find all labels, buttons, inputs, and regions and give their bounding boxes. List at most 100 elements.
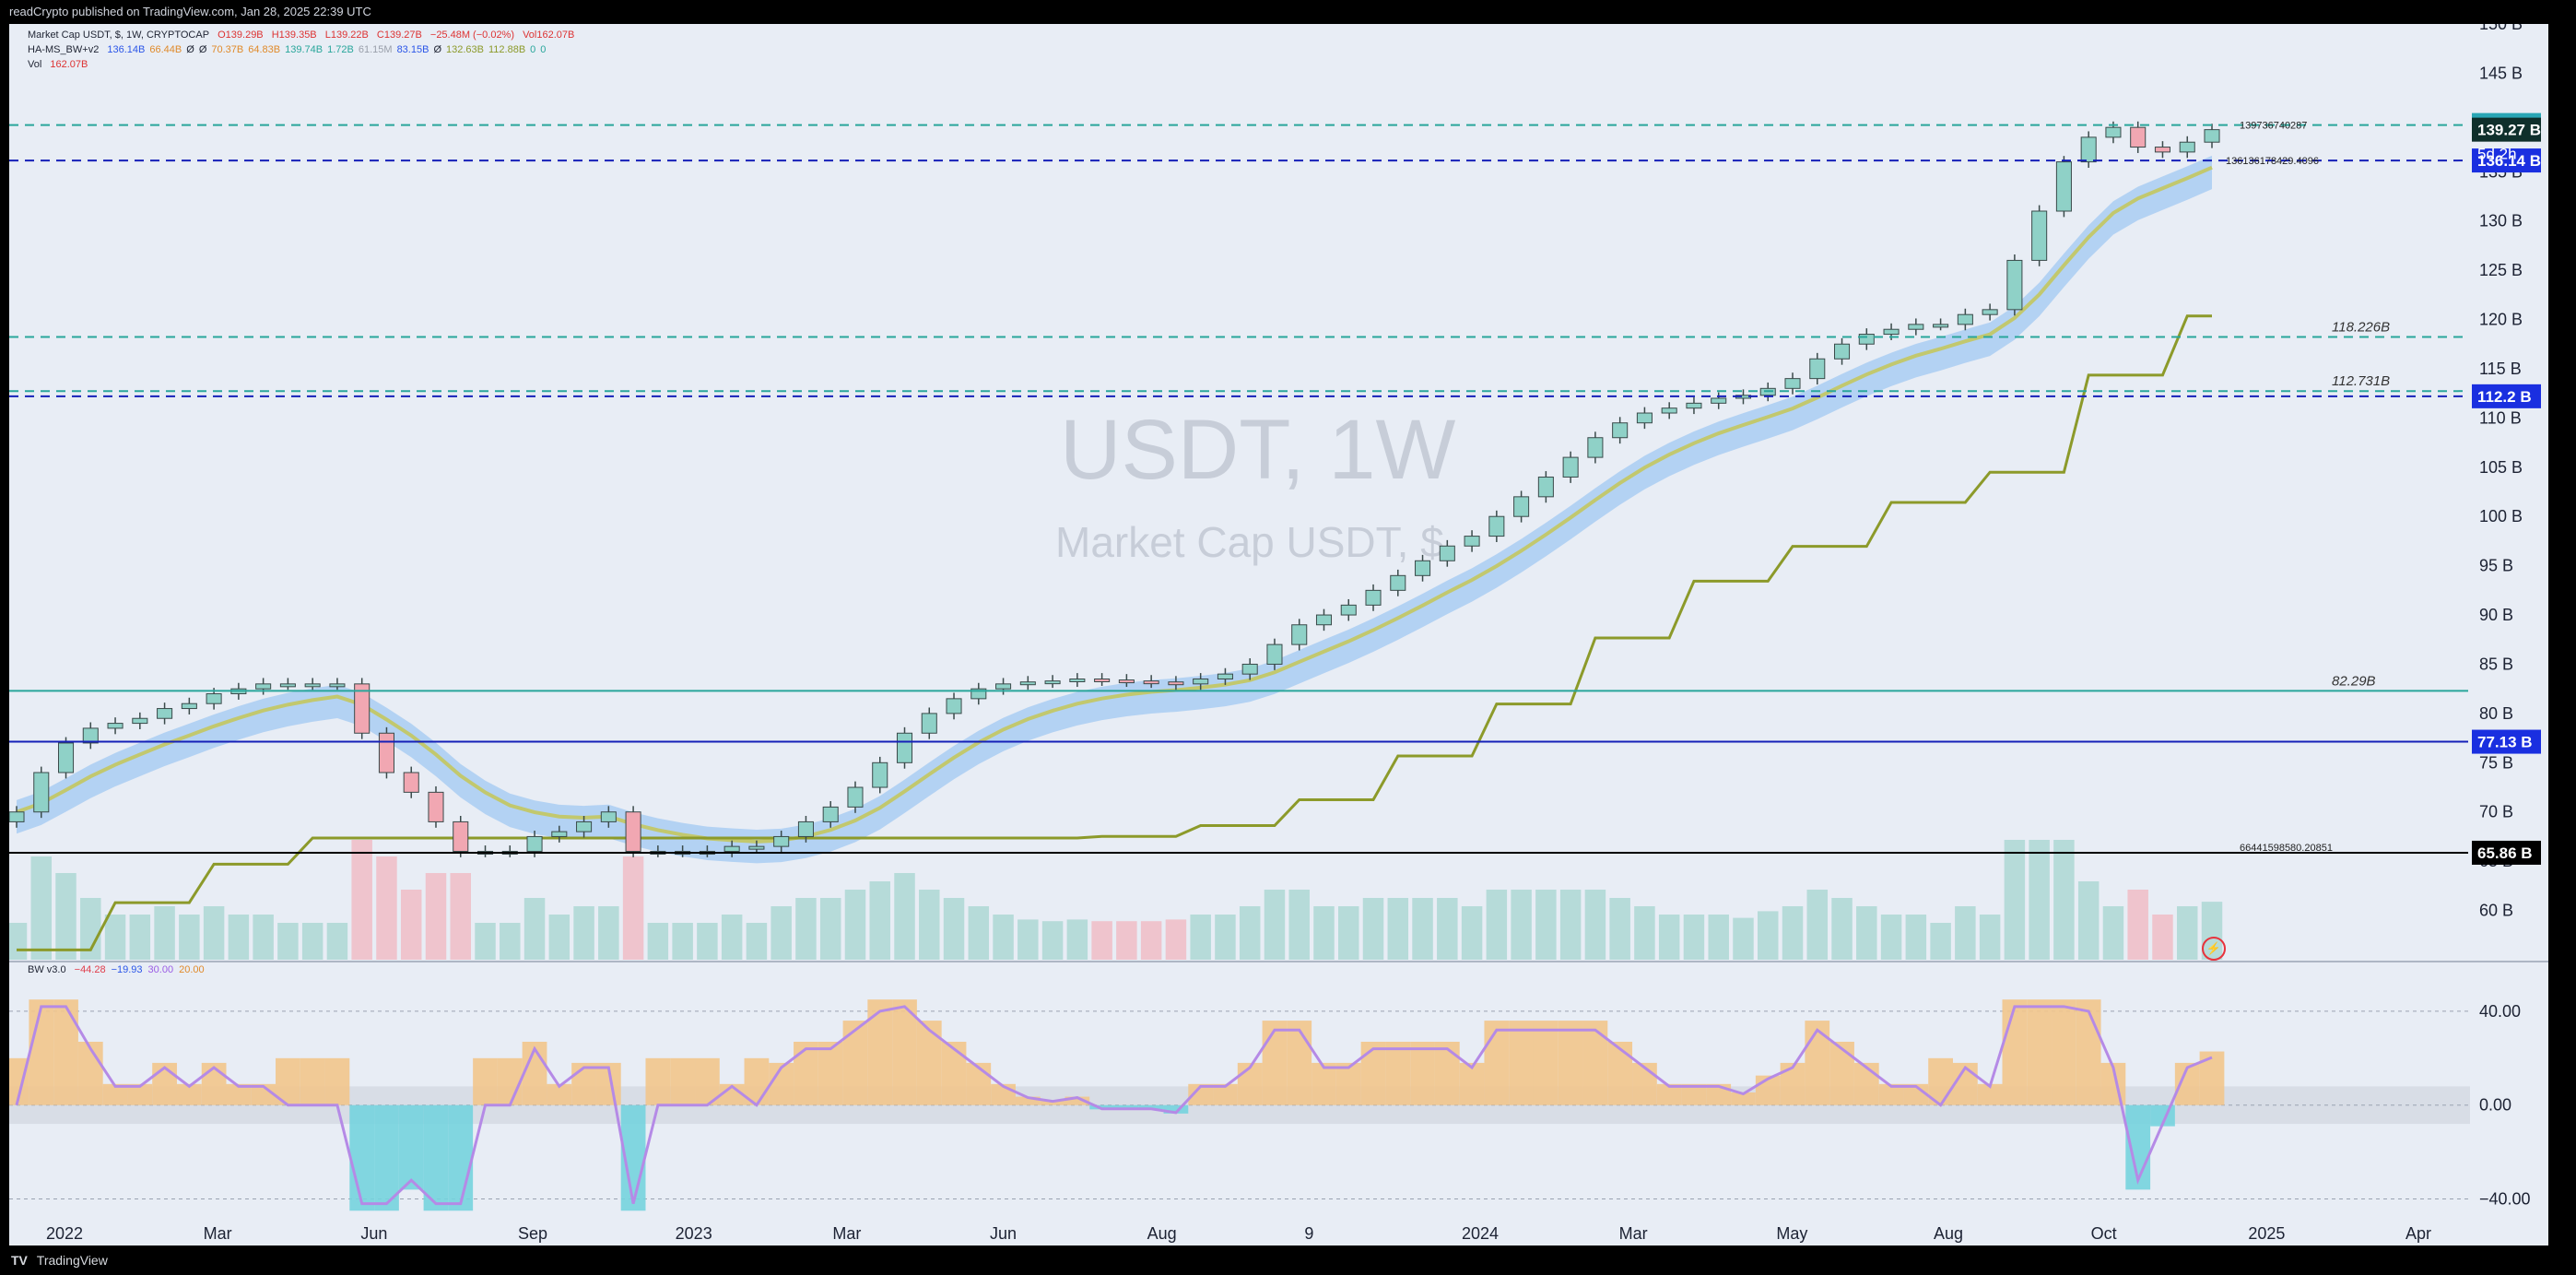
candle — [1784, 378, 1801, 389]
candle — [2080, 136, 2097, 163]
volume-bar — [2053, 840, 2075, 960]
candle — [82, 727, 99, 744]
bw-bar — [1805, 1021, 1830, 1105]
candle — [896, 732, 913, 763]
candle — [1044, 680, 1061, 685]
bw-bar — [794, 1042, 818, 1105]
candle — [157, 708, 173, 719]
bw-bar — [966, 1062, 992, 1105]
note-upper: 139736740287 — [2240, 121, 2307, 132]
close-value: C139.27B — [376, 30, 422, 41]
bw-bar — [1607, 1042, 1633, 1105]
bw-bar — [1484, 1021, 1510, 1105]
volume-bar — [1190, 915, 1211, 960]
bw-bar — [1335, 1062, 1361, 1105]
y-tick-label: 120 B — [2479, 311, 2523, 329]
volume-bar — [672, 923, 693, 960]
candle — [33, 772, 50, 813]
chart-area[interactable]: USDT, 1W Market Cap USDT, $ 60 B65 B70 B… — [9, 24, 2548, 1245]
ma-band — [17, 155, 2212, 864]
indicator-name: HA-MS_BW+v2 — [28, 44, 100, 55]
candle — [9, 811, 25, 822]
volume-bar — [2152, 915, 2173, 960]
candle — [1686, 402, 1702, 409]
indicator-value: 1.72B — [327, 44, 354, 55]
indicator-legend: HA-MS_BW+v2 136.14B 66.44B Ø Ø 70.37B 64.83B 1… — [28, 44, 556, 55]
indicator-value: 0 — [540, 44, 547, 55]
vol-label: Vol — [28, 59, 42, 70]
bw-bar — [1065, 1096, 1090, 1105]
volume-bar — [129, 915, 151, 960]
y-tick-label: 130 B — [2479, 212, 2523, 230]
bw-bar — [1459, 1062, 1485, 1105]
bw-bar — [670, 1057, 696, 1105]
candle — [1291, 624, 1308, 645]
bw-bar — [1410, 1042, 1435, 1105]
x-tick-label: May — [1776, 1224, 1807, 1243]
bw-bar — [1385, 1042, 1411, 1105]
indicator-value: 136.14B — [107, 44, 146, 55]
x-tick-label: Mar — [1619, 1224, 1648, 1243]
candle — [132, 717, 148, 725]
candle — [1340, 604, 1357, 616]
bw-bar — [1434, 1042, 1460, 1105]
volume-bar — [351, 840, 372, 960]
volume-legend: Vol 162.07B — [28, 59, 93, 70]
volume-bar — [1437, 898, 1458, 960]
x-tick-label: Sep — [518, 1224, 547, 1243]
x-tick-label: Aug — [1934, 1224, 1963, 1243]
bw-bar — [1312, 1062, 1336, 1105]
volume-bar — [697, 923, 718, 960]
volume-bar — [2102, 906, 2124, 960]
bw-value: 30.00 — [147, 964, 174, 975]
candle — [1315, 614, 1333, 626]
candle — [1415, 560, 1431, 576]
candle — [1217, 673, 1233, 680]
candle — [847, 786, 864, 808]
volume-bar — [400, 890, 422, 960]
y-tick-label: 110 B — [2479, 408, 2522, 427]
bw-bar — [1360, 1042, 1386, 1105]
symbol-label: Market Cap USDT, $, 1W, CRYPTOCAP — [28, 30, 210, 41]
volume-bar — [1461, 906, 1483, 960]
candle — [600, 811, 617, 822]
volume-bar — [1758, 911, 1779, 960]
volume-bar — [746, 923, 768, 960]
publish-info-bar: readCrypto published on TradingView.com,… — [0, 0, 2576, 24]
volume-bar — [154, 906, 175, 960]
volume-bar — [1831, 898, 1853, 960]
candle — [2006, 259, 2023, 311]
bw-bar — [522, 1042, 547, 1105]
bw-legend: BW v3.0 −44.28 −19.93 30.00 20.00 — [28, 964, 216, 975]
level-label: 118.226B — [2332, 319, 2390, 335]
bolt-icon[interactable]: ⚡ — [2202, 937, 2226, 961]
high-value: H139.35B — [271, 30, 317, 41]
bw-tick-label: −40.00 — [2479, 1190, 2531, 1209]
volume-bar — [1535, 890, 1557, 960]
price-tag-bg — [2472, 729, 2541, 754]
bw-bar — [1114, 1104, 1139, 1110]
volume-bar — [943, 898, 965, 960]
volume-bar — [1806, 890, 1829, 960]
volume-bar — [2176, 906, 2198, 960]
watermark-name: Market Cap USDT, $ — [1055, 518, 1444, 566]
candle — [57, 742, 75, 773]
candle — [403, 772, 419, 793]
candle — [2031, 210, 2048, 261]
volume-bar — [919, 890, 940, 960]
volume-bar — [1041, 921, 1064, 960]
bw-bar — [251, 1083, 276, 1105]
bw-bar — [1237, 1062, 1263, 1105]
y-tick-label: 125 B — [2479, 261, 2523, 279]
candle — [1834, 343, 1851, 360]
x-tick-label: Jun — [990, 1224, 1017, 1243]
volume-value: Vol162.07B — [523, 30, 575, 41]
y-tick-label: 90 B — [2479, 606, 2513, 624]
candle — [1390, 574, 1406, 591]
candle — [1168, 681, 1184, 686]
countdown-label: 5d 2h — [2477, 146, 2517, 163]
y-tick-label: 105 B — [2479, 458, 2523, 477]
bw-bar — [53, 999, 78, 1105]
indicator-value: 70.37B — [211, 44, 244, 55]
